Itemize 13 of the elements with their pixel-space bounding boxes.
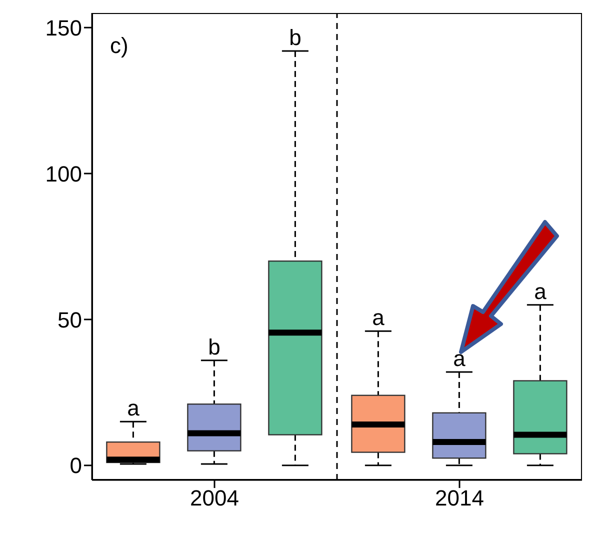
annotation: a: [372, 305, 386, 330]
annotation: b: [289, 24, 302, 50]
annotation: b: [208, 334, 220, 360]
annotation: a: [127, 396, 140, 421]
y-tick-label: 50: [58, 307, 82, 332]
annotation: c): [110, 33, 128, 59]
y-tick-label: 0: [70, 453, 82, 478]
annotation: a: [534, 278, 548, 304]
x-tick-label: 2014: [435, 486, 484, 511]
annotation: a: [453, 346, 466, 372]
x-tick-label: 2004: [190, 486, 239, 511]
y-tick-label: 150: [45, 15, 82, 40]
y-tick-label: 100: [45, 161, 82, 186]
